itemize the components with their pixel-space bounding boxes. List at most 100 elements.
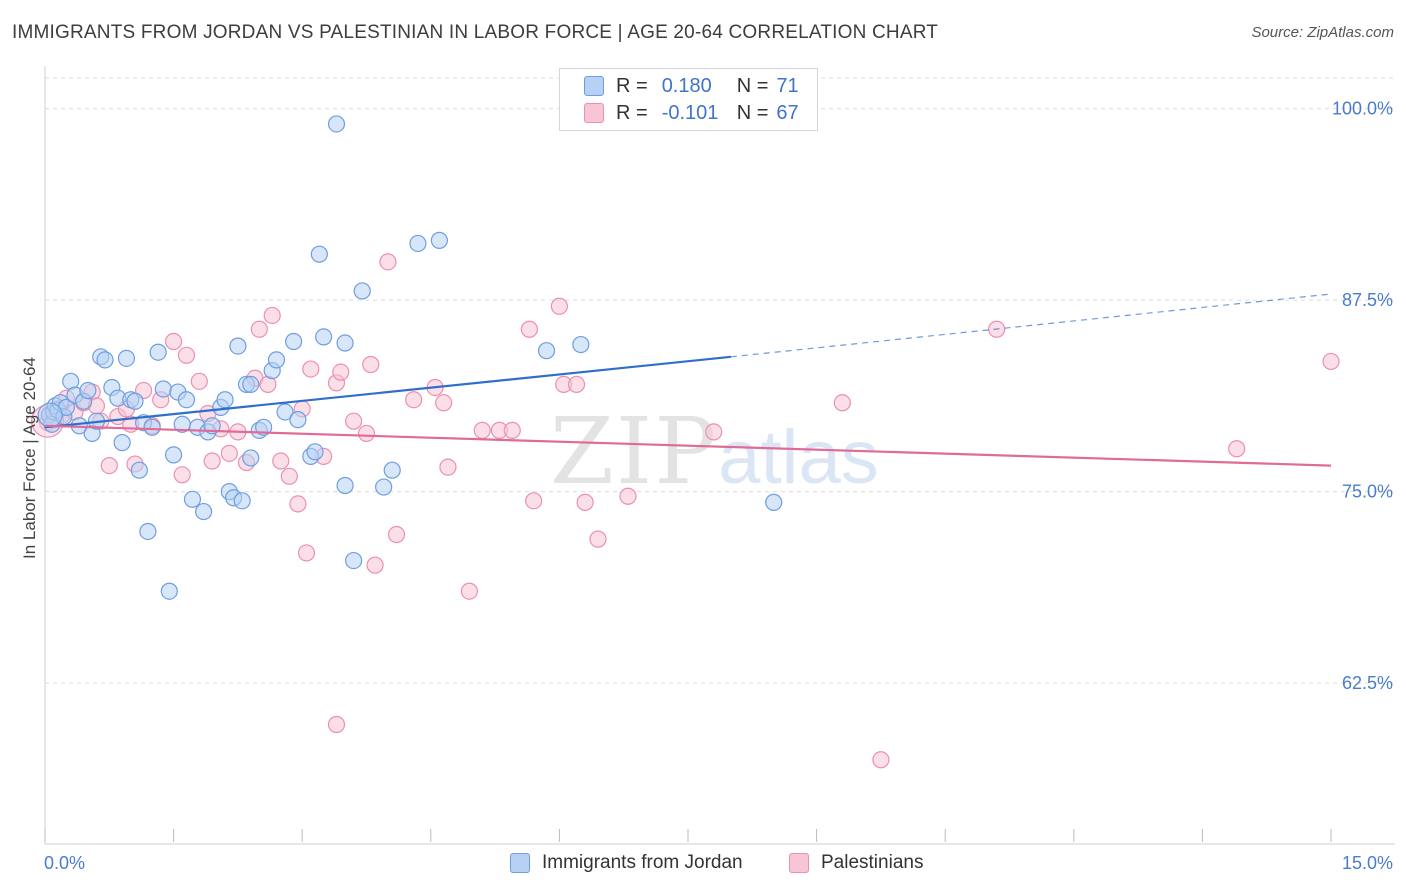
jordan-point [289,411,307,429]
x-tick-label-max: 15.0% [1342,853,1393,873]
jordan-point [336,476,354,495]
jordan-legend-swatch [510,853,530,873]
palestinians-point [177,346,196,364]
n-value: 67 [776,101,799,124]
palestinians-point [576,493,594,511]
palestinians-point [550,297,569,315]
palestinians-point [1228,440,1246,458]
palestinians-point [589,530,607,548]
stats-row-jordan: R = 0.180 N = 71 [584,74,799,98]
jordan-point [139,522,157,541]
jordan-point [126,392,144,410]
n-label: N = [736,101,769,124]
palestinians-point [387,525,406,544]
legend-label-jordan: Immigrants from Jordan [542,852,743,873]
palestinians-point [203,452,221,470]
palestinians-point [366,556,384,574]
jordan-point [383,461,401,479]
jordan-swatch [584,76,604,96]
palestinians-point [460,582,478,600]
tick-labels: 62.5% 75.0% 87.5% 100.0% 0.0% 15.0% [44,99,1393,873]
series-legend: Immigrants from Jordan Palestinians [0,852,1406,878]
legend-item-palestinians: Palestinians [789,852,923,874]
jordan-point [79,381,97,400]
r-value: -0.101 [661,101,719,124]
palestinians-points [30,253,1340,769]
legend-item-jordan: Immigrants from Jordan [510,852,743,874]
jordan-point [255,418,273,436]
n-value: 71 [776,74,799,97]
palestinians-point [833,394,851,412]
palestinians-point [439,458,457,476]
jordan-point [177,391,196,409]
r-value: 0.180 [661,74,712,97]
jordan-point [113,434,131,452]
palestinians-point [1322,352,1340,371]
palestinians-point [272,452,290,470]
jordan-point [285,332,303,351]
palestinians-point [173,466,191,484]
jordan-point [353,282,371,300]
palestinians-point [289,495,307,513]
x-tick-label-min: 0.0% [44,853,85,873]
jordan-point [345,551,363,570]
zipatlas-watermark: ZIPatlas [550,398,879,505]
jordan-point [276,403,294,421]
jordan-cluster-point [37,402,63,428]
jordan-point [375,478,393,496]
jordan-point [267,351,286,369]
palestinians-point [619,487,637,505]
palestinians-point [100,456,118,475]
stats-legend: R = 0.180 N = 71 R = -0.101 N = 67 [559,68,818,131]
jordan-point [154,380,172,398]
palestinians-legend-swatch [789,853,809,873]
palestinians-point [525,492,543,510]
palestinians-point [332,363,350,381]
palestinians-point [190,372,208,390]
jordan-point [409,234,427,253]
jordan-point [216,391,234,409]
jordan-point [229,337,247,355]
jordan-point [315,328,333,346]
axes [44,66,1395,845]
watermark-atlas: atlas [718,415,879,500]
stats-row-palestinians: R = -0.101 N = 67 [584,101,799,125]
palestinians-point [280,467,298,485]
y-tick-label: 87.5% [1342,290,1393,310]
palestinians-point [379,253,397,271]
jordan-point [765,493,783,511]
jordan-point [537,342,556,360]
palestinians-point [302,360,320,378]
jordan-point [165,446,183,464]
chart-title: IMMIGRANTS FROM JORDAN VS PALESTINIAN IN… [12,22,939,43]
jordan-point [306,443,324,461]
jordan-trend-extension [730,293,1332,358]
palestinians-point [872,751,890,769]
palestinians-point [473,421,491,439]
palestinians-point [503,421,521,439]
palestinians-point [263,306,281,325]
r-label: R = [616,101,648,124]
legend-label-palestinians: Palestinians [821,852,924,873]
jordan-point [160,582,178,600]
trend-lines [44,293,1332,467]
jordan-point [430,231,448,249]
palestinians-swatch [584,103,604,123]
jordan-point [327,115,346,133]
palestinians-point [345,412,363,430]
palestinians-point [362,355,380,374]
jordan-point [183,490,202,508]
jordan-point [242,375,260,393]
jordan-point [233,492,251,510]
jordan-point [143,418,161,436]
n-label: N = [736,74,769,97]
palestinians-point [357,424,376,443]
palestinians-point [165,332,183,351]
jordan-point [336,334,354,352]
palestinians-point [250,320,268,338]
palestinians-point [220,444,238,462]
y-tick-label: 75.0% [1342,482,1393,502]
jordan-point [130,461,148,479]
watermark-zip: ZIP [550,398,719,505]
